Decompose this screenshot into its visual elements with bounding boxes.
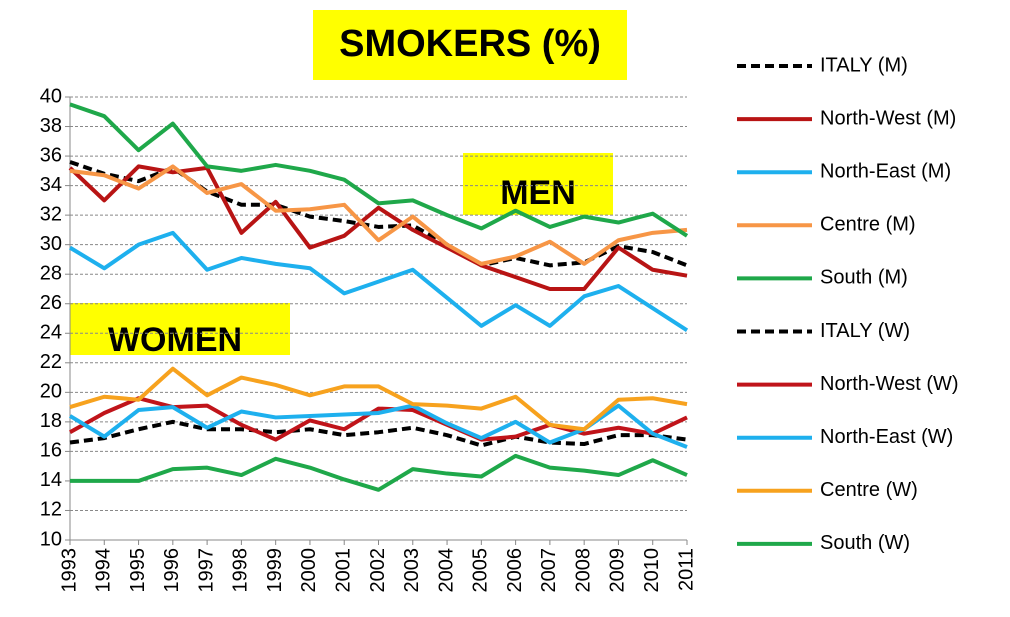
y-tick-label: 38 — [40, 115, 62, 137]
chart-title: SMOKERS (%) — [339, 23, 601, 65]
annotation: WOMEN — [108, 321, 242, 359]
series-line — [69, 419, 688, 448]
series-line — [69, 102, 689, 238]
legend-label: South (W) — [820, 532, 910, 554]
y-tick-label: 26 — [40, 292, 62, 314]
x-tick-label: 2003 — [401, 548, 423, 593]
x-tick-label: 2009 — [607, 548, 629, 593]
y-tick-label: 24 — [40, 322, 62, 344]
series-line — [68, 164, 688, 291]
x-tick-label: 2008 — [572, 548, 594, 593]
y-tick-label: 10 — [40, 528, 62, 550]
series-line — [70, 453, 688, 492]
legend-label: ITALY (W) — [820, 320, 910, 342]
legend-label: ITALY (M) — [820, 54, 908, 76]
men-box — [463, 153, 613, 215]
legend-label: Centre (W) — [820, 479, 918, 501]
series-line — [68, 230, 689, 332]
x-tick-label: 1993 — [58, 548, 80, 593]
annotation: MEN — [500, 174, 576, 212]
y-tick-label: 18 — [40, 410, 62, 432]
women-box — [70, 303, 290, 355]
y-tick-label: 20 — [40, 381, 62, 403]
x-tick-label: 1997 — [195, 548, 217, 593]
x-tick-label: 1998 — [230, 548, 252, 593]
series-line — [69, 160, 688, 268]
y-tick-label: 30 — [40, 233, 62, 255]
title-box — [313, 10, 627, 80]
y-tick-label: 28 — [40, 262, 62, 284]
legend-label: South (M) — [820, 267, 908, 289]
legend-label: North-East (W) — [820, 426, 953, 448]
x-tick-label: 2002 — [367, 548, 389, 593]
legend-label: North-West (W) — [820, 373, 959, 395]
x-tick-label: 2000 — [298, 548, 320, 593]
x-tick-label: 2007 — [538, 548, 560, 593]
legend-label: North-West (M) — [820, 107, 956, 129]
y-tick-label: 34 — [40, 174, 62, 196]
x-tick-label: 1995 — [127, 548, 149, 593]
legend-label: Centre (M) — [820, 214, 916, 236]
y-tick-label: 36 — [40, 144, 62, 166]
y-tick-label: 40 — [40, 85, 62, 107]
x-tick-label: 2011 — [675, 548, 697, 591]
x-tick-label: 1996 — [161, 548, 183, 593]
x-tick-label: 1994 — [93, 548, 115, 593]
x-tick-label: 2005 — [470, 548, 492, 593]
series-line — [69, 164, 688, 266]
y-tick-label: 14 — [40, 469, 62, 491]
x-tick-label: 2010 — [641, 548, 663, 593]
y-tick-label: 16 — [40, 440, 62, 462]
series-line — [69, 366, 688, 432]
x-tick-label: 2001 — [333, 548, 355, 593]
legend-label: North-East (M) — [820, 160, 951, 182]
x-tick-label: 2006 — [504, 548, 526, 593]
x-tick-label: 2004 — [435, 548, 457, 593]
x-tick-label: 1999 — [264, 548, 286, 593]
y-tick-label: 32 — [40, 203, 62, 225]
y-tick-label: 22 — [40, 351, 62, 373]
y-tick-label: 12 — [40, 499, 62, 521]
